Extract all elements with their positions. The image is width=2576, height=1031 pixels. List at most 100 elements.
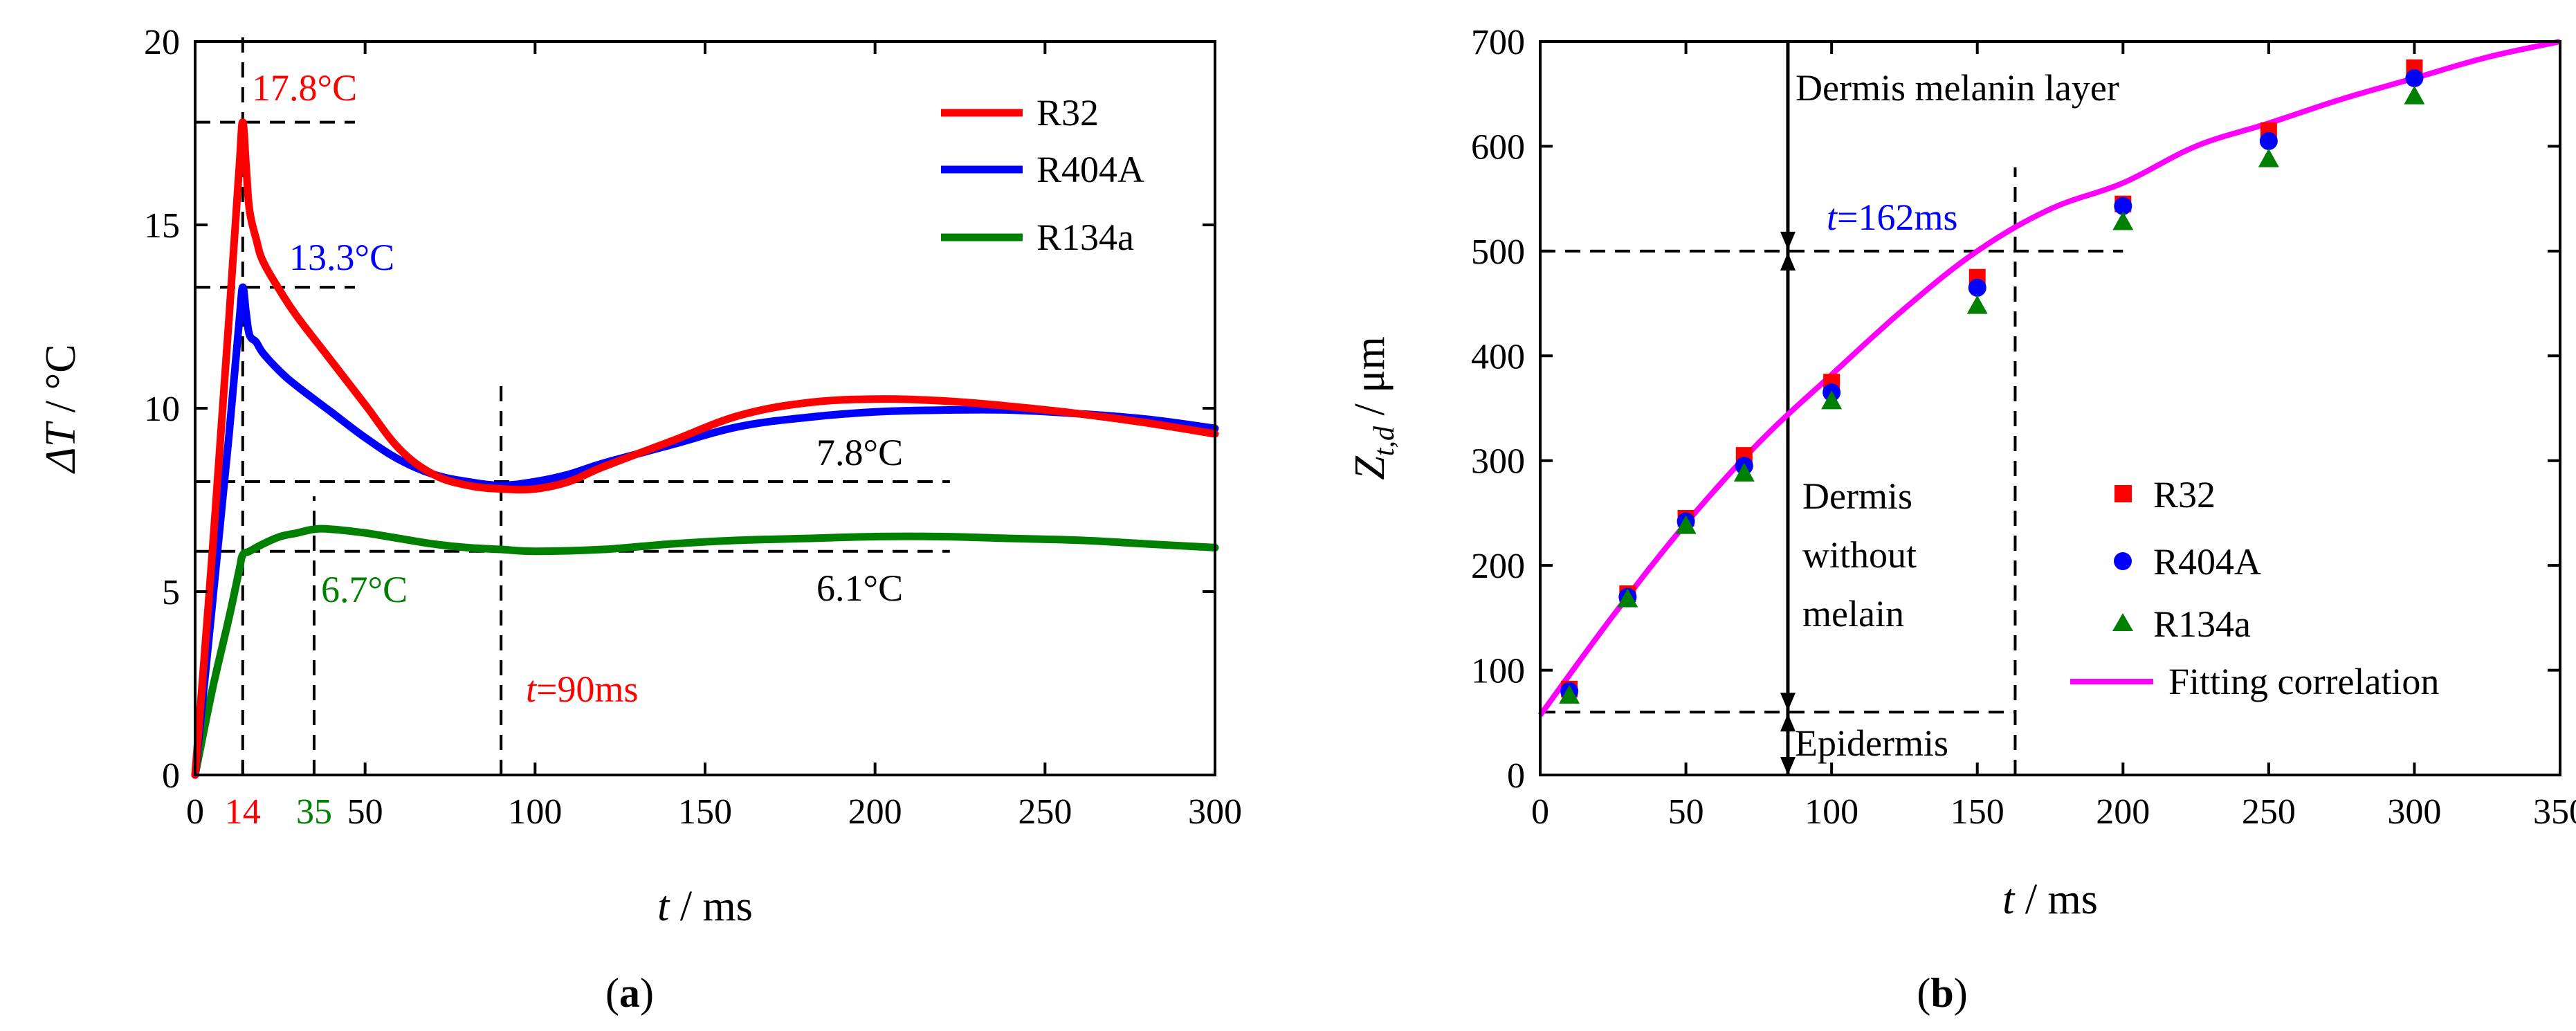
panel-a-ytick-label: 20 [144,23,180,62]
point-r134a [2404,85,2425,104]
label-melain: melain [1802,593,1904,635]
panel-b-ylabel-sub: t,d [1369,426,1400,456]
panel-a-extra-xtick-14: 14 [225,792,261,832]
panel-b-xtick-label: 250 [2242,792,2296,832]
panel-b-caption: (b) [1917,970,1967,1016]
panel-a-extra-xtick-35: 35 [296,792,332,832]
panel-b-ytick-label: 200 [1471,547,1525,586]
panel-b-legend: R32 R404A R134a Fitting correlation [2070,474,2439,702]
point-r404a [1968,278,1986,297]
legend-marker-r134a [2112,613,2133,631]
panel-b-series [1537,39,2561,718]
panel-b-plot-frame [1539,40,2561,776]
panel-b-xtick-label: 150 [1951,792,2004,832]
annotation-13-3: 13.3°C [289,237,394,278]
arrow-up-500 [1780,252,1796,271]
legend-marker-r32 [2114,485,2132,502]
panel-a: 0 50 100 150 200 250 300 0 5 10 15 20 14 35 17.8°C 13… [37,23,1242,1016]
panel-a-legend: R32 R404A R134a [941,92,1144,258]
panel-b-caption-letter: b [1930,970,1953,1016]
point-r134a [1821,390,1843,410]
panel-b-ylabel: Zt,d / μm [1346,336,1400,480]
annotation-6-7: 6.7°C [321,569,408,610]
panel-a-ylabel: ΔT / °C [37,344,84,474]
annotation-t-90ms: t=90ms [526,668,639,710]
panel-b-xtick-label: 0 [1531,792,1549,832]
point-r134a [2258,148,2279,167]
panel-a-xlabel-var: t [657,883,670,930]
panel-a-caption-close: ) [640,970,654,1016]
label-epidermis: Epidermis [1795,722,1948,764]
panel-a-ytick-label: 10 [144,390,180,429]
panel-a-caption-open: ( [605,970,619,1016]
panel-a-ylabel-unit: / °C [37,344,84,423]
panel-b-xtick-label: 350 [2533,792,2576,832]
series-line-r134a [191,524,1219,779]
arrow-up-60 [1780,713,1796,732]
annotation-t-162ms: t=162ms [1827,197,1958,238]
point-r134a [1966,295,1988,314]
point-r134a [1617,588,1638,608]
panel-a-series [191,118,1219,779]
panel-a-xtick-label: 300 [1188,792,1242,832]
label-dermis: Dermis [1802,475,1912,517]
panel-b-xtick-label: 300 [2387,792,2441,832]
label-without: without [1802,534,1917,576]
legend-marker-r404a [2114,552,2132,570]
panel-a-xlabel-unit: / ms [669,883,753,930]
point-r404a [2259,131,2278,150]
panel-b-ylabel-var: Z [1346,456,1394,480]
panel-a-xtick-label: 150 [678,792,732,832]
point-r404a [2405,69,2424,87]
legend-label-fitting: Fitting correlation [2168,661,2439,702]
panel-a-xtick-label: 0 [186,792,204,832]
legend-label-b-r404a: R404A [2153,541,2261,583]
panel-a-xlabel: t / ms [657,883,753,930]
panel-a-caption-letter: a [619,970,640,1016]
arrow-down-60 [1780,693,1796,711]
panel-b-ytick-label: 700 [1471,23,1525,62]
panel-b-xlabel-unit: / ms [2014,876,2098,923]
panel-b-ytick-label: 0 [1507,756,1525,796]
panel-b-ticks: 0 50 100 150 200 250 300 350 0 100 200 300 400 500 600… [1471,23,2576,832]
panel-b: 0 50 100 150 200 250 300 350 0 100 200 300 400 500 600… [1346,23,2576,1016]
legend-label-b-r134a: R134a [2153,603,2251,645]
panel-b-xlabel: t / ms [2002,876,2098,923]
panel-b-ytick-label: 400 [1471,337,1525,376]
point-r134a [1733,462,1755,482]
panel-b-caption-open: ( [1917,970,1930,1016]
panel-b-xtick-label: 50 [1668,792,1704,832]
series-line-fitting-correlation [1537,39,2561,718]
panel-b-ylabel-unit: / μm [1346,336,1394,426]
panel-a-xtick-label: 200 [848,792,902,832]
panel-b-xlabel-var: t [2002,876,2016,923]
annotation-t-var: t [526,668,538,710]
point-r134a [1559,684,1580,704]
panel-a-ylabel-var: ΔT [37,420,84,474]
annotation-6-1: 6.1°C [816,567,903,609]
panel-a-ytick-label: 15 [144,206,180,246]
legend-label-r134a: R134a [1036,217,1134,258]
panel-a-caption: (a) [605,970,654,1016]
panel-b-xtick-label: 100 [1805,792,1858,832]
label-dermis-melanin-layer: Dermis melanin layer [1796,67,2119,109]
annotation-t-rest: =90ms [536,668,638,710]
point-r134a [1675,515,1697,534]
annotation-t162-rest: =162ms [1837,197,1957,238]
legend-label-r32: R32 [1036,92,1099,134]
panel-a-ytick-label: 0 [162,756,180,796]
series-line-r32 [191,118,1219,779]
arrow-down-bottom [1780,757,1796,775]
panel-b-ytick-label: 600 [1471,127,1525,167]
panel-a-xtick-label: 50 [347,792,383,832]
panel-b-guide-lines [1540,42,2123,775]
panel-b-caption-close: ) [1954,970,1968,1016]
panel-a-ticks: 0 50 100 150 200 250 300 0 5 10 15 20 14 35 [144,23,1242,832]
panel-b-ytick-label: 300 [1471,442,1525,482]
point-r134a [2112,211,2134,230]
panel-a-ytick-label: 5 [162,573,180,612]
annotation-t162-var: t [1827,197,1838,238]
panel-a-xtick-label: 250 [1018,792,1072,832]
point-r404a [2114,197,2132,215]
